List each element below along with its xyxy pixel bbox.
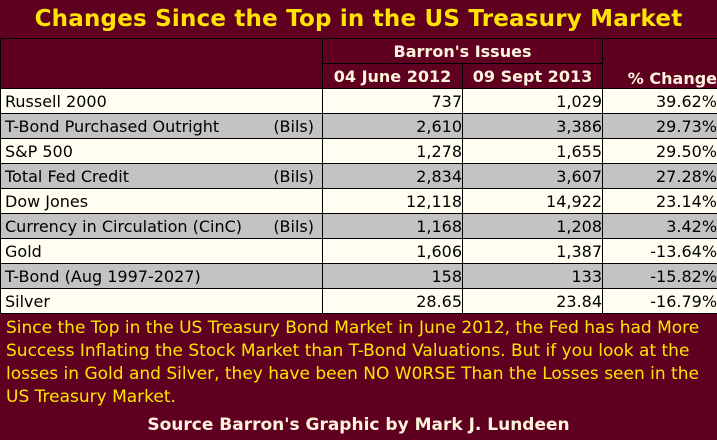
row-value-2013: 3,386 [463,114,603,139]
chart-title: Changes Since the Top in the US Treasury… [0,0,717,38]
table-row: T-Bond Purchased Outright (Bils) 2,610 3… [1,114,717,139]
row-value-2012: 1,606 [323,239,463,264]
row-value-2013: 133 [463,264,603,289]
row-label: Dow Jones [5,192,88,211]
row-label: S&P 500 [5,142,73,161]
row-pct-change: -15.82% [603,264,717,289]
row-value-2013: 1,029 [463,89,603,114]
row-label: Total Fed Credit [5,167,129,186]
table-row: Dow Jones 12,118 14,922 23.14% [1,189,717,214]
row-label-cell: Silver [1,289,323,314]
row-pct-change: -13.64% [603,239,717,264]
row-value-2012: 12,118 [323,189,463,214]
row-pct-change: -16.79% [603,289,717,314]
row-pct-change: 29.73% [603,114,717,139]
row-label-cell: S&P 500 [1,139,323,164]
row-value-2013: 1,208 [463,214,603,239]
row-label: T-Bond (Aug 1997-2027) [5,267,201,286]
row-label: Currency in Circulation (CinC) [5,217,242,236]
row-label-cell: T-Bond Purchased Outright (Bils) [1,114,323,139]
row-label-cell: T-Bond (Aug 1997-2027) [1,264,323,289]
row-pct-change: 29.50% [603,139,717,164]
row-value-2013: 1,655 [463,139,603,164]
row-pct-change: 27.28% [603,164,717,189]
row-pct-change: 39.62% [603,89,717,114]
row-unit: (Bils) [273,167,314,186]
header-group-row: Barron's Issues % Change [1,39,717,64]
table-row: Russell 2000 737 1,029 39.62% [1,89,717,114]
row-value-2012: 2,610 [323,114,463,139]
row-pct-change: 3.42% [603,214,717,239]
row-pct-change: 23.14% [603,189,717,214]
table-row: Currency in Circulation (CinC) (Bils) 1,… [1,214,717,239]
table-row: S&P 500 1,278 1,655 29.50% [1,139,717,164]
row-value-2013: 23.84 [463,289,603,314]
row-label: T-Bond Purchased Outright [5,117,219,136]
table-body: Russell 2000 737 1,029 39.62% T-Bond Pur… [1,89,717,314]
row-value-2012: 737 [323,89,463,114]
row-value-2013: 3,607 [463,164,603,189]
row-label: Silver [5,292,50,311]
barrons-issues-header: Barron's Issues [323,39,603,64]
column-header-date-2: 09 Sept 2013 [463,64,603,89]
row-value-2013: 1,387 [463,239,603,264]
row-value-2012: 158 [323,264,463,289]
table-header: Barron's Issues % Change 04 June 2012 09… [1,39,717,89]
page: Changes Since the Top in the US Treasury… [0,0,717,425]
row-label-cell: Gold [1,239,323,264]
table-row: Total Fed Credit (Bils) 2,834 3,607 27.2… [1,164,717,189]
row-label-cell: Total Fed Credit (Bils) [1,164,323,189]
commentary-text: Since the Top in the US Treasury Bond Ma… [0,314,717,409]
row-value-2012: 1,278 [323,139,463,164]
row-unit: (Bils) [273,117,314,136]
corner-cell [1,39,323,89]
row-label-cell: Currency in Circulation (CinC) (Bils) [1,214,323,239]
row-label: Russell 2000 [5,92,107,111]
column-header-date-1: 04 June 2012 [323,64,463,89]
row-value-2013: 14,922 [463,189,603,214]
table-row: T-Bond (Aug 1997-2027) 158 133 -15.82% [1,264,717,289]
row-value-2012: 2,834 [323,164,463,189]
row-value-2012: 1,168 [323,214,463,239]
table-row: Silver 28.65 23.84 -16.79% [1,289,717,314]
row-label-cell: Dow Jones [1,189,323,214]
table-row: Gold 1,606 1,387 -13.64% [1,239,717,264]
row-unit: (Bils) [273,217,314,236]
row-label: Gold [5,242,42,261]
row-value-2012: 28.65 [323,289,463,314]
data-table: Barron's Issues % Change 04 June 2012 09… [0,38,717,314]
pct-change-header: % Change [603,39,717,89]
row-label-cell: Russell 2000 [1,89,323,114]
